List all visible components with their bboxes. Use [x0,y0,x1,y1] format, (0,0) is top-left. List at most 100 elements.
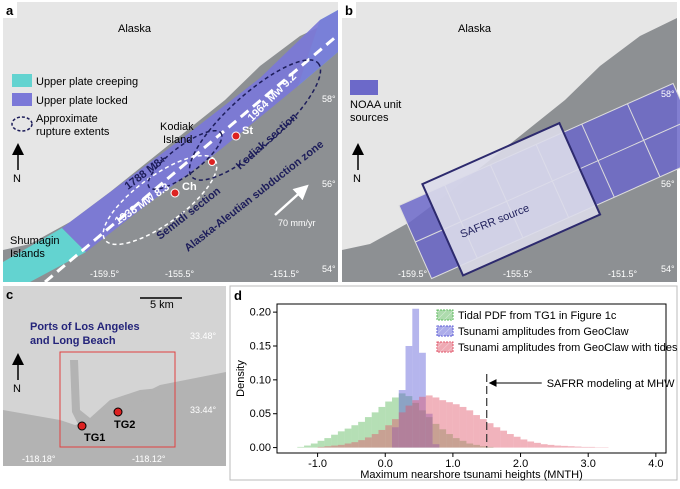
bar [338,445,345,448]
station [209,159,216,166]
place-line: Island [163,134,192,146]
legend-text: Upper plate locked [36,95,128,107]
bar [514,437,521,448]
panel-a: a Alaska Upper plate creeping Upper plat… [3,2,338,282]
x-axis-label: Maximum nearshore tsunami heights (MNTH) [360,469,583,481]
north-label: N [13,173,21,185]
bar [527,441,534,447]
region-label: Alaska [118,23,152,35]
scale-label: 5 km [150,299,174,311]
bar [521,439,528,447]
bar [318,447,325,448]
lon-tick: -118.18° [22,454,56,464]
north-label: N [13,383,21,395]
lat-tick: 58° [661,89,675,99]
place-line: Kodiak [160,121,194,133]
legend-hatch [437,342,453,352]
lon-tick: -155.5° [503,269,533,279]
bar [554,446,561,448]
y-tick-label: 0.20 [250,307,271,319]
tide-gauge [78,422,86,430]
panel-label: b [345,3,353,18]
bar [392,419,399,447]
bar [378,430,385,448]
bar [426,395,433,447]
bar [351,442,358,447]
bar [453,404,460,447]
lat-tick: 56° [322,179,336,189]
y-tick-label: 0.10 [250,374,271,386]
legend-line: NOAA unit [350,99,401,111]
station-label: St [242,125,253,137]
y-tick-label: 0.15 [250,340,271,352]
legend-hatch [437,310,453,320]
north-label: N [353,173,361,185]
station [232,132,240,140]
lon-tick: -159.5° [398,269,428,279]
gauge-label: TG2 [114,419,135,431]
bar [331,446,338,448]
x-tick-label: 4.0 [648,458,663,470]
panel-label: d [234,288,242,303]
legend-label: Tidal PDF from TG1 in Figure 1c [458,310,617,322]
bar [487,423,494,447]
bar [500,431,507,448]
x-tick-label: 3.0 [581,458,596,470]
bar [318,441,325,448]
rate-label: 70 mm/yr [278,218,316,228]
y-tick-label: 0.05 [250,408,271,420]
lon-tick: -159.5° [90,269,120,279]
lat-tick: 56° [661,179,675,189]
legend-text: Upper plate creeping [36,76,138,88]
lat-tick: 54° [322,264,336,274]
bar [507,434,514,448]
bar [534,443,541,448]
lat-tick: 33.48° [190,331,217,341]
bar [297,447,304,448]
x-tick-label: -1.0 [308,458,327,470]
annotation-text: SAFRR modeling at MHW [547,378,675,390]
lon-tick: -151.5° [608,269,638,279]
lat-tick: 33.44° [190,405,217,415]
bar [324,446,331,447]
bar [588,447,595,448]
bar [480,419,487,447]
region-label: Alaska [458,23,492,35]
bar [568,446,575,447]
bar [358,440,365,447]
bar [304,446,311,448]
bar [493,427,500,447]
gauge-label: TG1 [84,432,105,444]
bar [412,400,419,447]
y-axis-label: Density [235,360,247,397]
legend-hatch [437,326,453,336]
legend-line: sources [350,112,389,124]
panel-label: c [6,287,13,302]
bar [372,434,379,448]
bar [548,445,555,448]
lat-tick: 54° [661,264,675,274]
legend-line: Approximate [36,113,98,125]
legend-label: Tsunami amplitudes from GeoClaw with tid… [458,342,678,354]
bar [466,410,473,447]
panel-label: a [6,3,14,18]
bar [446,402,453,447]
lon-tick: -155.5° [165,269,195,279]
bar [311,444,318,448]
bar [419,397,426,448]
station-label: Ch [182,181,197,193]
bar [406,406,413,448]
bar [399,412,406,447]
bar [324,438,331,447]
bar [433,397,440,447]
legend-swatch [12,74,32,87]
legend-label: Tsunami amplitudes from GeoClaw [458,326,629,338]
legend-swatch [350,80,378,95]
bar [365,437,372,447]
lon-tick: -151.5° [270,269,300,279]
